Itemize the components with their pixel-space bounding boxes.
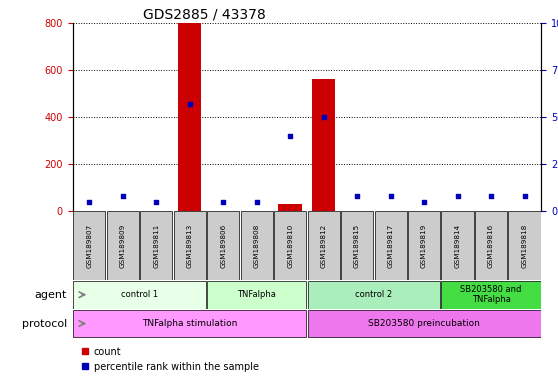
Bar <box>307 211 340 280</box>
Text: GSM189807: GSM189807 <box>86 223 92 268</box>
Bar <box>207 281 306 309</box>
Bar <box>140 211 172 280</box>
Point <box>487 193 496 199</box>
Text: SB203580 preincubation: SB203580 preincubation <box>368 319 480 328</box>
Text: GSM189809: GSM189809 <box>120 223 126 268</box>
Point <box>286 133 295 139</box>
Text: GSM189816: GSM189816 <box>488 223 494 268</box>
Text: GSM189815: GSM189815 <box>354 223 360 268</box>
Bar <box>73 310 306 337</box>
Text: GSM189813: GSM189813 <box>187 223 193 268</box>
Text: agent: agent <box>35 290 67 300</box>
Bar <box>307 310 541 337</box>
Point <box>453 193 462 199</box>
Text: GSM189810: GSM189810 <box>287 223 293 268</box>
Bar <box>374 211 407 280</box>
Bar <box>341 211 373 280</box>
Point <box>185 101 194 107</box>
Bar <box>441 211 474 280</box>
Text: GSM189819: GSM189819 <box>421 223 427 268</box>
Text: GSM189812: GSM189812 <box>321 223 326 268</box>
Point <box>386 193 395 199</box>
Text: GSM189808: GSM189808 <box>254 223 259 268</box>
Point <box>319 114 328 120</box>
Text: control 2: control 2 <box>355 290 392 299</box>
Bar <box>307 281 440 309</box>
Bar <box>240 211 273 280</box>
Bar <box>475 211 507 280</box>
Bar <box>73 211 105 280</box>
Point <box>118 193 127 199</box>
Legend: count, percentile rank within the sample: count, percentile rank within the sample <box>78 343 263 376</box>
Text: GSM189814: GSM189814 <box>455 223 460 268</box>
Text: SB203580 and
TNFalpha: SB203580 and TNFalpha <box>460 285 522 305</box>
Text: control 1: control 1 <box>121 290 158 299</box>
Point <box>152 199 161 205</box>
Bar <box>107 211 139 280</box>
Text: GSM189817: GSM189817 <box>388 223 393 268</box>
Bar <box>274 211 306 280</box>
Point <box>85 199 94 205</box>
Text: GSM189806: GSM189806 <box>220 223 226 268</box>
Text: TNFalpha: TNFalpha <box>237 290 276 299</box>
Point <box>252 199 261 205</box>
Text: GSM189811: GSM189811 <box>153 223 159 268</box>
Point <box>353 193 362 199</box>
Bar <box>73 281 206 309</box>
Text: GSM189818: GSM189818 <box>522 223 527 268</box>
Bar <box>508 211 541 280</box>
Bar <box>174 211 206 280</box>
Text: TNFalpha stimulation: TNFalpha stimulation <box>142 319 237 328</box>
Text: GDS2885 / 43378: GDS2885 / 43378 <box>143 8 266 22</box>
Bar <box>441 281 541 309</box>
Text: protocol: protocol <box>22 318 67 329</box>
Bar <box>178 23 201 211</box>
Bar <box>278 204 302 211</box>
Point <box>219 199 228 205</box>
Point <box>520 193 529 199</box>
Bar <box>408 211 440 280</box>
Bar <box>312 79 335 211</box>
Point <box>420 199 429 205</box>
Bar <box>207 211 239 280</box>
